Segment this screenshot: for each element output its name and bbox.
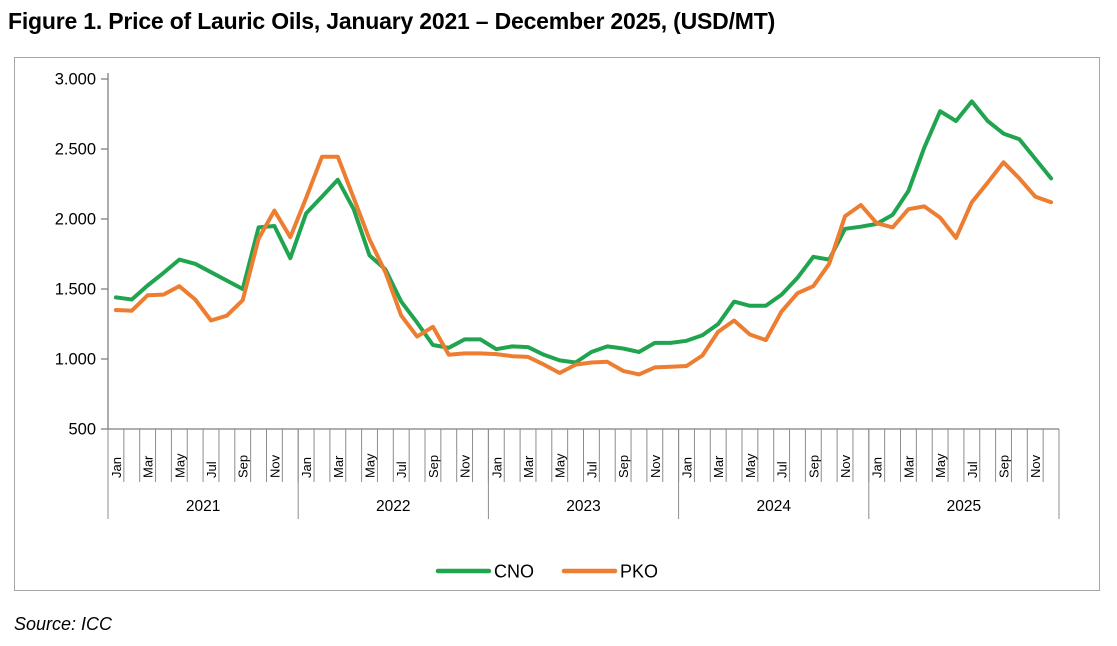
figure-title: Figure 1. Price of Lauric Oils, January … (8, 8, 776, 34)
month-tick-label: Jan (109, 457, 124, 478)
month-tick-label: Jan (299, 457, 314, 478)
month-tick-label: Jul (965, 461, 980, 478)
legend-label-pko: PKO (620, 562, 658, 582)
month-tick-label: Sep (997, 455, 1012, 478)
month-tick-label: Mar (711, 455, 726, 478)
month-tick-label: Jul (775, 461, 790, 478)
y-axis-label: 2.000 (55, 211, 96, 229)
month-tick-label: Nov (267, 454, 282, 478)
legend-label-cno: CNO (494, 562, 534, 582)
y-axis-label: 1.000 (55, 351, 96, 369)
month-tick-label: Sep (806, 455, 821, 478)
y-axis-label: 1.500 (55, 281, 96, 299)
y-axis-label: 3.000 (55, 71, 96, 89)
month-tick-label: Nov (648, 454, 663, 478)
y-axis-label: 2.500 (55, 141, 96, 159)
month-tick-label: Jan (680, 457, 695, 478)
month-tick-label: Jan (870, 457, 885, 478)
month-tick-label: Sep (426, 455, 441, 478)
month-tick-label: Jan (489, 457, 504, 478)
cno-line (113, 99, 1054, 365)
month-tick-label: Mar (141, 455, 156, 478)
month-tick-label: Mar (521, 455, 536, 478)
month-tick-label: Jul (394, 461, 409, 478)
month-tick-label: Nov (458, 454, 473, 478)
source-note: Source: ICC (14, 614, 113, 634)
month-tick-label: May (363, 453, 378, 478)
year-label: 2021 (186, 498, 220, 515)
month-tick-label: Jul (204, 461, 219, 478)
month-tick-label: Mar (331, 455, 346, 478)
month-tick-label: Nov (1028, 454, 1043, 478)
month-tick-label: Sep (236, 455, 251, 478)
year-label: 2023 (566, 498, 600, 515)
year-label: 2022 (376, 498, 410, 515)
month-tick-label: May (933, 453, 948, 478)
month-tick-label: May (172, 453, 187, 478)
month-tick-label: Nov (838, 454, 853, 478)
year-label: 2024 (756, 498, 791, 515)
month-tick-label: Jul (584, 461, 599, 478)
month-tick-label: Sep (616, 455, 631, 478)
month-tick-label: May (743, 453, 758, 478)
chart-area: 500 1.000 1.500 2.000 2.500 3.000 Jan Mar May Jul… (14, 57, 1100, 591)
month-tick-label: Mar (901, 455, 916, 478)
y-axis-label: 500 (68, 421, 96, 439)
month-tick-label: May (553, 453, 568, 478)
pko-line (113, 154, 1054, 377)
lauric-oils-line-chart: 500 1.000 1.500 2.000 2.500 3.000 Jan Mar May Jul… (55, 71, 1060, 582)
year-label: 2025 (947, 498, 981, 515)
